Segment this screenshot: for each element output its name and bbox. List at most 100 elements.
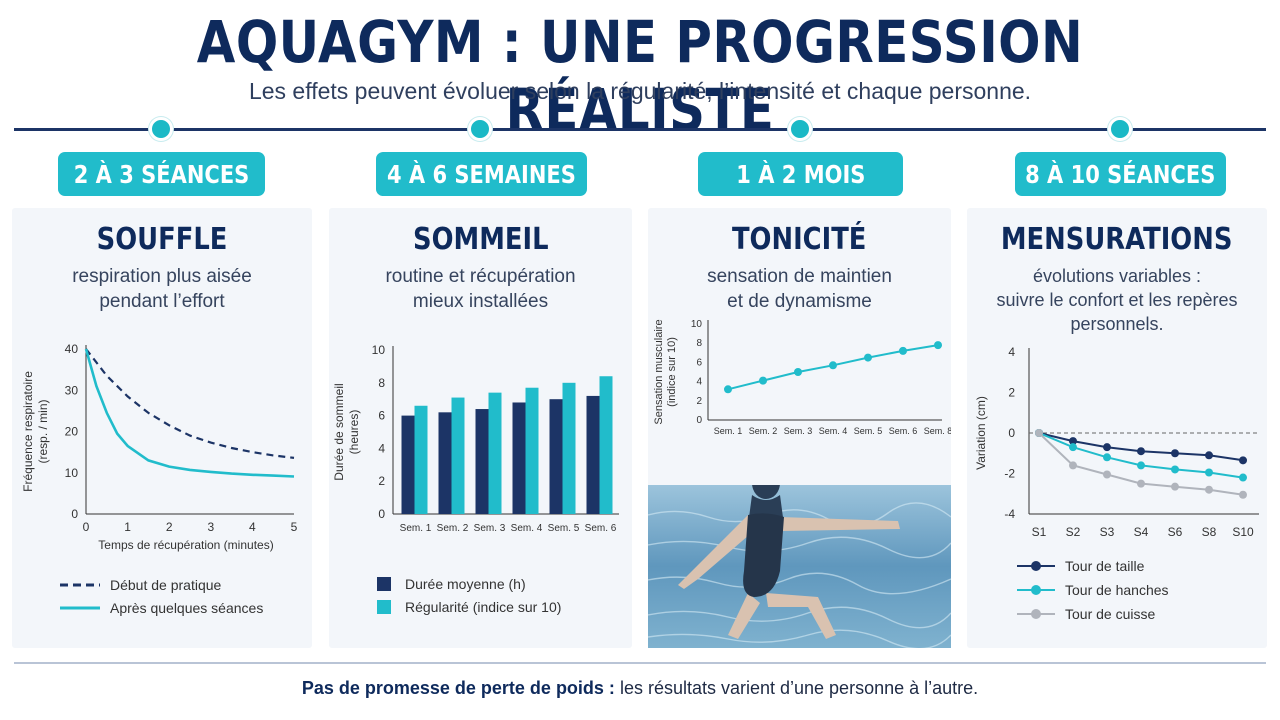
x-tick-label: Sem. 2 [749, 426, 778, 436]
data-point-1 [1069, 437, 1077, 446]
swimmer-illustration [648, 485, 951, 648]
chart-mensurations: -4 -2 0 2 4 S1 S2 S3 S4 S6 S8 S10 Variation (cm) Tour… [974, 345, 1259, 622]
bar-1 [512, 402, 526, 514]
y-axis-label-line: Durée de sommeil [332, 383, 346, 480]
x-tick-label: Sem. 4 [511, 523, 543, 534]
card-subtitle-tonicite: sensation de maintien et de dynamisme [707, 266, 892, 312]
y-tick-label: 4 [1008, 345, 1015, 359]
x-tick-label: Sem. 5 [854, 426, 883, 436]
y-tick-label: 6 [378, 409, 385, 423]
data-point-3 [1137, 479, 1145, 488]
y-tick-label: 0 [696, 415, 702, 426]
card-subtitle-mensurations: évolutions variables : suivre le confort… [996, 266, 1238, 334]
data-point [724, 385, 732, 394]
x-tick-label: Sem. 3 [474, 523, 506, 534]
x-tick-label: 1 [124, 520, 131, 534]
x-tick-label: 0 [83, 520, 90, 534]
y-tick-label: 2 [1008, 386, 1015, 400]
footer-text: les résultats varient d’une personne à l… [614, 678, 979, 698]
card-subtitle-souffle: respiration plus aisée pendant l’effort [72, 266, 252, 312]
bar-2 [451, 397, 465, 514]
data-point [864, 353, 872, 362]
y-tick-label: 4 [696, 377, 702, 388]
legend-label-1: Tour de taille [1065, 558, 1145, 574]
data-point-3 [1205, 485, 1213, 494]
footer-bold: Pas de promesse de perte de poids : [301, 678, 615, 698]
chart-sommeil: 0 2 4 6 8 10 Durée de sommeil(heures) Sem. 1 Sem… [332, 343, 619, 615]
x-tick-label: S1 [1032, 525, 1047, 539]
y-tick-label: 10 [691, 319, 703, 330]
x-tick-label: Sem. 1 [714, 426, 743, 436]
bar-1 [401, 415, 415, 514]
y-tick-label: 4 [378, 441, 385, 455]
x-tick-label: S3 [1100, 525, 1115, 539]
x-tick-label: S10 [1232, 525, 1254, 539]
bar-2 [599, 376, 613, 514]
legend-marker-3 [1031, 609, 1041, 619]
y-tick-label: 2 [378, 474, 385, 488]
card-sommeil: SOMMEIL routine et récupération mieux in… [329, 208, 632, 648]
data-point-1 [1171, 449, 1179, 458]
legend-marker-2 [1031, 585, 1041, 595]
page-title: AQUAGYM : UNE PROGRESSION RÉALISTE [196, 8, 1084, 144]
data-point-3 [1035, 429, 1043, 437]
y-axis-label: Fréquence respiratoire(resp. / min) [21, 371, 50, 492]
data-point [934, 341, 942, 350]
legend-swatch-1 [377, 577, 391, 591]
x-tick-label: S2 [1066, 525, 1081, 539]
x-tick-label: Sem. 8 [924, 426, 951, 436]
card-title-mensurations: MENSURATIONS [1001, 222, 1233, 257]
card-title-tonicite: TONICITÉ [732, 222, 867, 257]
card-mensurations: MENSURATIONS évolutions variables : suiv… [967, 208, 1267, 648]
y-axis-label-line: Fréquence respiratoire [21, 371, 35, 492]
legend-label-2: Après quelques séances [110, 600, 263, 616]
timeline-dot-2 [468, 117, 492, 141]
bar-2 [562, 382, 576, 514]
footer-note: Pas de promesse de perte de poids : les … [0, 678, 1280, 699]
footer-divider [14, 662, 1266, 664]
x-tick-label: Sem. 6 [889, 426, 918, 436]
data-point-3 [1069, 461, 1077, 470]
data-point [759, 376, 767, 385]
x-tick-label: 2 [166, 520, 173, 534]
data-point-2 [1239, 473, 1247, 482]
bar-1 [438, 412, 452, 514]
y-tick-label: 10 [65, 466, 79, 480]
x-tick-label: 3 [207, 520, 214, 534]
legend-label-2: Tour de hanches [1065, 582, 1169, 598]
badge-mensurations: 8 À 10 SÉANCES [1015, 152, 1226, 196]
timeline-dot-1 [149, 117, 173, 141]
page-subtitle: Les effets peuvent évoluer selon la régu… [248, 78, 1032, 104]
data-point [829, 361, 837, 370]
bar-2 [488, 392, 502, 514]
y-axis-label-line: (resp. / min) [36, 399, 50, 463]
badge-tonicite: 1 À 2 MOIS [698, 152, 903, 196]
y-tick-label: 20 [65, 425, 79, 439]
x-tick-label: Sem. 3 [784, 426, 813, 436]
data-point-2 [1069, 443, 1077, 452]
data-point-2 [1205, 468, 1213, 477]
x-tick-label: Sem. 4 [819, 426, 848, 436]
x-tick-label: 5 [291, 520, 298, 534]
data-point-1 [1137, 447, 1145, 456]
legend-label-3: Tour de cuisse [1065, 606, 1155, 622]
timeline-dot-4 [1108, 117, 1132, 141]
y-tick-label: -4 [1004, 507, 1015, 521]
y-axis-label: Durée de sommeil(heures) [332, 383, 361, 480]
swimmer-icon [648, 485, 951, 648]
series-line-2 [84, 348, 295, 478]
data-point-1 [1103, 443, 1111, 452]
data-point [794, 368, 802, 376]
y-tick-label: 0 [71, 507, 78, 521]
data-point-2 [1137, 461, 1145, 470]
y-axis-label: Sensation musculaire(indice sur 10) [653, 319, 678, 424]
card-title-souffle: SOUFFLE [96, 222, 228, 257]
x-tick-label: S6 [1168, 525, 1183, 539]
y-tick-label: 8 [378, 376, 385, 390]
y-tick-label: 30 [65, 383, 79, 397]
badge-souffle: 2 À 3 SÉANCES [58, 152, 265, 196]
x-tick-label: Sem. 5 [548, 523, 580, 534]
chart-tonicite: 0 2 4 6 8 10 Sem. 1 Sem. 2 Sem. 3 Sem. 4 Sem. 5 Sem… [653, 319, 951, 436]
card-souffle: SOUFFLE respiration plus aisée pendant l… [12, 208, 312, 648]
y-tick-label: -2 [1004, 467, 1015, 481]
